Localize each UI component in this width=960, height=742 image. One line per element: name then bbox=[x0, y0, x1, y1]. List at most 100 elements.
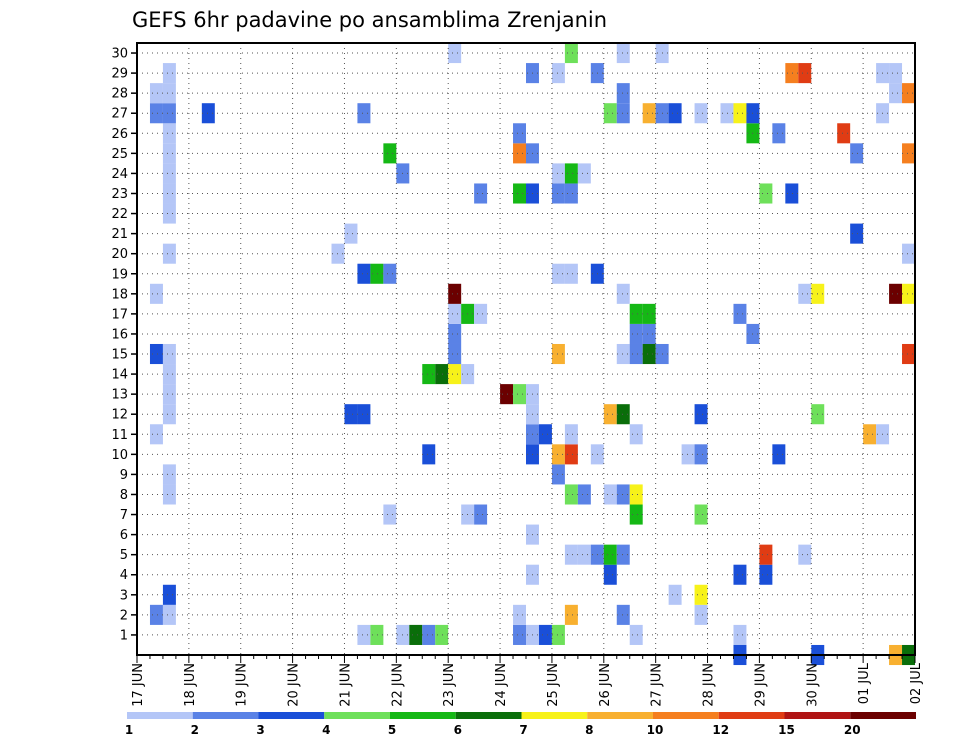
x-tick-label: 26 JUN bbox=[598, 663, 613, 707]
colorbar-label: 3 bbox=[256, 723, 264, 737]
x-axis: 17 JUN 18 JUN 19 JUN 20 JUN 21 JUN 22 JUN 23 J… bbox=[131, 655, 924, 707]
precip-cell-m12-t37 bbox=[616, 404, 630, 425]
precip-cell-m18-t59 bbox=[902, 283, 915, 304]
colorbar-swatch bbox=[390, 712, 456, 719]
precip-cell-m8-t33 bbox=[564, 484, 578, 505]
y-tick-label: 30 bbox=[111, 47, 128, 62]
y-tick-label: 1 bbox=[120, 628, 128, 643]
x-tick-label: 30 JUN bbox=[805, 663, 820, 707]
precip-cell-m15-t32 bbox=[551, 343, 565, 365]
colorbar-swatch bbox=[127, 712, 193, 719]
precip-cell-m1-t46 bbox=[733, 624, 747, 645]
precip-cell-m14-t22 bbox=[422, 364, 436, 385]
precip-cell-m26-t2 bbox=[162, 123, 176, 144]
colorbar-swatch bbox=[324, 712, 390, 719]
x-tick-label: 27 JUN bbox=[650, 663, 665, 707]
precip-cell-m1-t23 bbox=[435, 624, 449, 645]
colorbar-label: 10 bbox=[647, 723, 664, 737]
precip-cell-m26-t49 bbox=[772, 123, 786, 144]
precip-cell-m29-t2 bbox=[162, 63, 176, 84]
y-tick-label: 20 bbox=[111, 247, 128, 262]
precip-cell-m27-t36 bbox=[603, 103, 617, 124]
precip-cell-m18-t51 bbox=[798, 283, 812, 304]
precip-cell-m11-t38 bbox=[629, 424, 643, 445]
precip-cell-m19-t17 bbox=[357, 263, 371, 284]
precip-cell-m19-t18 bbox=[370, 263, 384, 284]
precip-cell-m3-t2 bbox=[162, 584, 176, 605]
precip-cell-m27-t46 bbox=[733, 103, 747, 124]
y-tick-label: 8 bbox=[120, 488, 128, 503]
precip-cell-m25-t29 bbox=[513, 143, 526, 164]
y-tick-label: 3 bbox=[120, 588, 128, 603]
precip-cell-m15-t24 bbox=[448, 343, 462, 365]
colorbar-swatch bbox=[850, 712, 916, 719]
colorbar-swatch bbox=[455, 712, 522, 719]
precip-cell-m25-t59 bbox=[902, 143, 915, 164]
x-tick-label: 24 JUN bbox=[494, 663, 509, 707]
colorbar-swatch bbox=[521, 712, 588, 719]
x-tick-label: 21 JUN bbox=[338, 663, 353, 707]
colorbar-label: 4 bbox=[322, 723, 330, 737]
y-tick-label: 5 bbox=[120, 548, 128, 563]
precip-cell-m27-t43 bbox=[694, 103, 708, 124]
precip-cell-m27-t2 bbox=[162, 103, 176, 124]
precip-cell-m4-t48 bbox=[759, 564, 773, 585]
y-tick-label: 25 bbox=[111, 147, 128, 162]
precip-cell-m13-t28 bbox=[500, 384, 514, 405]
precip-cell-m8-t37 bbox=[616, 484, 630, 505]
precip-cell-m5-t51 bbox=[798, 544, 812, 565]
colorbar-label: 15 bbox=[778, 723, 795, 737]
precip-cell-m23-t32 bbox=[551, 183, 565, 204]
precip-cell-m15-t37 bbox=[616, 343, 630, 365]
y-tick-label: 2 bbox=[120, 608, 128, 623]
precip-cell-m23-t33 bbox=[564, 183, 578, 204]
x-tick-label: 01 JUL bbox=[857, 662, 872, 704]
precip-cell-m2-t1 bbox=[149, 604, 163, 625]
colorbar-label: 8 bbox=[585, 723, 593, 737]
precip-cell-m3-t43 bbox=[694, 584, 708, 605]
y-axis: 1234567891011121314151617181920212223242… bbox=[111, 47, 137, 643]
x-tick-label: 22 JUN bbox=[390, 663, 405, 707]
precip-cell-m8-t38 bbox=[629, 484, 643, 505]
chart-title: GEFS 6hr padavine po ansamblima Zrenjani… bbox=[132, 8, 607, 32]
precip-cell-m9-t32 bbox=[551, 464, 565, 485]
y-tick-label: 24 bbox=[111, 167, 128, 182]
precip-cell-m30-t33 bbox=[564, 43, 578, 64]
precip-cell-m12-t17 bbox=[357, 404, 371, 425]
precip-cell-m24-t2 bbox=[162, 163, 176, 184]
y-tick-label: 23 bbox=[111, 187, 128, 202]
precip-cell-m17-t26 bbox=[474, 303, 488, 324]
precip-cell-m5-t34 bbox=[577, 544, 591, 565]
precip-cell-m23-t26 bbox=[474, 183, 488, 204]
x-tick-label: 18 JUN bbox=[183, 663, 198, 707]
colorbar-swatch bbox=[192, 712, 259, 719]
y-tick-label: 29 bbox=[111, 67, 128, 82]
precip-cell-m18-t1 bbox=[149, 283, 163, 304]
precip-cell-m1-t22 bbox=[422, 624, 436, 645]
y-tick-label: 10 bbox=[111, 448, 128, 463]
precip-cell-m1-t31 bbox=[538, 624, 552, 645]
y-tick-label: 28 bbox=[111, 87, 128, 102]
y-tick-label: 21 bbox=[111, 227, 128, 242]
colorbar-swatch bbox=[718, 712, 785, 719]
precip-cell-m22-t2 bbox=[162, 203, 176, 224]
precip-cell-m12-t43 bbox=[694, 404, 708, 425]
precip-cell-m2-t29 bbox=[513, 604, 526, 625]
precip-cell-m5-t48 bbox=[759, 544, 773, 565]
precip-cell-m4-t36 bbox=[603, 564, 617, 585]
colorbar-swatch bbox=[784, 712, 851, 719]
x-tick-label: 23 JUN bbox=[442, 663, 457, 707]
precip-cell-m1-t32 bbox=[551, 624, 565, 645]
precip-cell-m11-t56 bbox=[863, 424, 877, 445]
precip-cell-m15-t38 bbox=[629, 343, 643, 365]
y-tick-label: 11 bbox=[111, 428, 128, 443]
y-tick-label: 27 bbox=[111, 107, 128, 122]
y-tick-label: 7 bbox=[120, 508, 128, 523]
precip-cell-m23-t50 bbox=[785, 183, 799, 204]
y-tick-label: 16 bbox=[111, 327, 128, 342]
precip-cell-m2-t33 bbox=[564, 604, 578, 625]
precip-cell-m10-t32 bbox=[551, 444, 565, 465]
precip-cell-m13-t2 bbox=[162, 384, 176, 405]
precip-cell-m14-t24 bbox=[448, 364, 462, 385]
precip-cell-m28-t2 bbox=[162, 83, 176, 104]
